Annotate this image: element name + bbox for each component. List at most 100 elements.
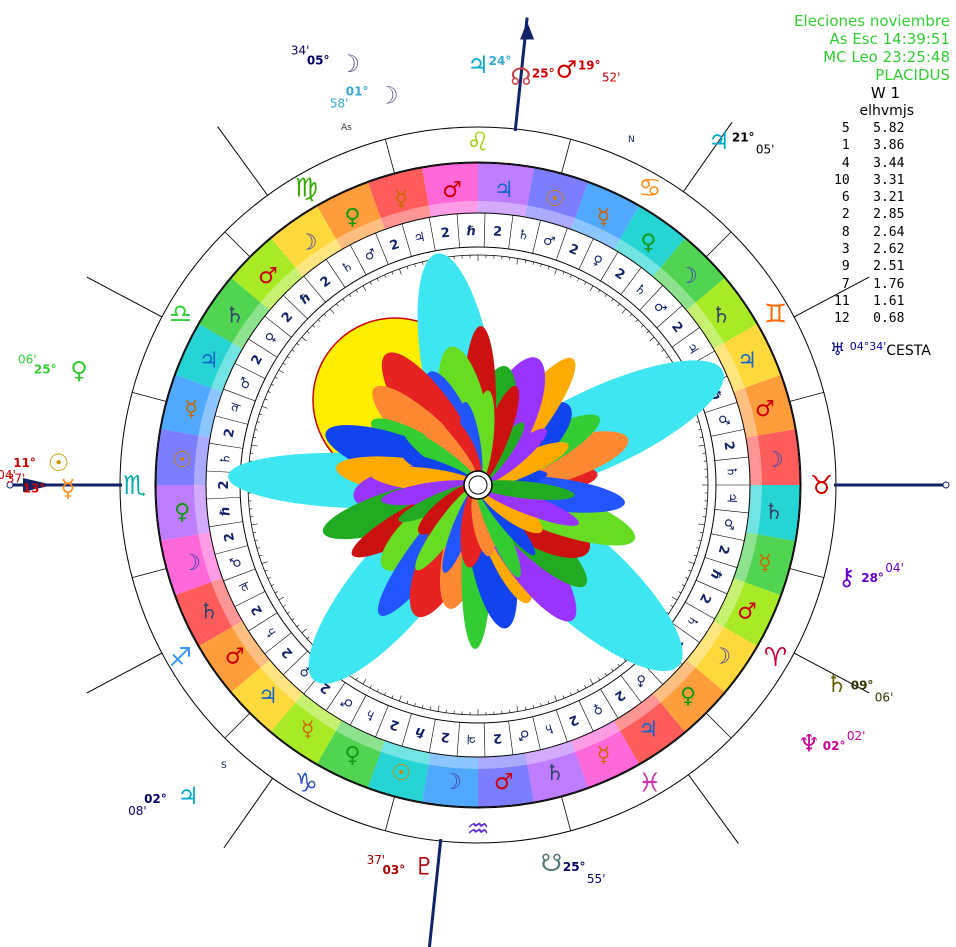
dignity-divider — [325, 259, 346, 288]
planet-marker: ♃ 24° — [467, 51, 511, 79]
dignity-glyph: ℏ — [414, 723, 426, 740]
degree-tick — [437, 705, 440, 712]
planet-minutes: 04' — [885, 561, 904, 575]
dignity-divider — [375, 705, 389, 738]
dignity-glyph: ♂ — [237, 375, 255, 392]
degree-tick — [589, 285, 594, 292]
degree-tick — [369, 281, 372, 285]
dignity-glyph: ♄ — [362, 705, 379, 724]
degree-tick — [524, 706, 527, 711]
degree-tick — [278, 369, 285, 374]
sign-divider — [224, 231, 250, 257]
ruler-fade — [336, 720, 385, 752]
ruler-planet-icon: ♀ — [344, 743, 360, 768]
degree-tick — [254, 429, 258, 431]
ruler-planet-icon: ♄ — [545, 761, 565, 786]
degree-tick — [666, 356, 669, 359]
ruler-segment — [525, 740, 589, 803]
degree-tick — [516, 705, 519, 712]
planet-degree: 21° — [732, 131, 755, 145]
planet-degree: 02° — [823, 739, 846, 753]
ruler-segment — [571, 182, 639, 250]
degree-tick — [406, 700, 409, 704]
planet-degree: 25° — [563, 860, 586, 874]
dignity-glyph: 2 — [217, 480, 232, 489]
chart-title: Eleciones noviembre — [794, 12, 950, 30]
sign-divider — [789, 391, 824, 402]
sign-divider — [789, 568, 824, 579]
degree-tick — [621, 308, 627, 314]
dignity-divider — [532, 716, 541, 750]
planet-marker: ☽ 01°58' — [330, 81, 399, 110]
dignity-glyph: ♄ — [723, 466, 739, 478]
ruler-planet-icon: ♃ — [737, 348, 757, 373]
dignity-glyph: ♂ — [541, 233, 556, 251]
dignity-glyph: 2 — [222, 427, 239, 439]
house-ranking-list: 5 5.82 1 3.86 4 3.44 10 3.31 6 3.21 2 2.8… — [760, 120, 950, 328]
planet-marker: ☊ 25° — [510, 63, 554, 91]
planet-minutes: 34' — [291, 43, 310, 57]
ruler-segment — [478, 163, 534, 218]
planet-marker: ⚷ 28°04' — [838, 561, 904, 591]
ruler-segment — [713, 578, 781, 646]
degree-tick — [287, 611, 290, 614]
sign-inner-circle — [154, 161, 802, 809]
sign-divider — [384, 796, 395, 831]
planet-minutes: 37' — [367, 853, 386, 867]
dignity-divider — [508, 215, 514, 250]
ruler-segment — [160, 374, 223, 438]
house-cusp-11 — [688, 774, 739, 844]
degree-tick — [336, 303, 339, 307]
dignity-glyph: 2 — [440, 226, 451, 242]
center-hub-inner — [468, 475, 488, 495]
planet-marker: ♆ 02°02' — [798, 729, 865, 758]
dignity-divider — [325, 682, 346, 711]
dignity-divider — [456, 722, 460, 757]
degree-tick — [318, 319, 321, 322]
house-cusp-3 — [682, 121, 733, 193]
ruler-planet-icon: ♂ — [737, 600, 757, 625]
rainbow-ruler-ring: ☽♂♃♄☽♀☿☉♃♂☿♀☽♂♄♃☿☉♀☽♄♂♃☿♀☉ ☽ ♂ ♄☿♃♀☽♂☿♄ — [155, 162, 801, 808]
ranking-row: 11 1.61 — [834, 293, 905, 309]
ruler-planet-icon: ♀ — [344, 205, 360, 230]
degree-tick — [671, 596, 678, 601]
ruler-planet-icon: ☿ — [597, 743, 611, 768]
ruler-segment — [175, 324, 243, 392]
planet-degree: 19° — [578, 58, 601, 72]
dignity-divider — [375, 232, 389, 265]
planet-minutes: 04' — [0, 468, 16, 482]
degree-tick — [271, 383, 275, 386]
ruler-segment — [614, 693, 685, 764]
degree-tick — [252, 531, 257, 534]
dignity-divider — [209, 442, 243, 449]
dignity-glyph: ♄ — [516, 227, 530, 244]
ruler-planet-icon: ☉ — [545, 187, 565, 212]
dignity-glyph: ♄ — [218, 452, 234, 465]
degree-tick — [678, 591, 682, 594]
dignity-glyph: 2 — [440, 728, 451, 744]
degree-tick — [271, 584, 275, 587]
zodiac-sign-icon: ♑ — [295, 768, 318, 798]
ruler-segment — [156, 429, 211, 485]
dignity-divider — [714, 509, 749, 514]
dignity-divider — [456, 213, 460, 248]
ruler-planet-icon: ♄ — [225, 304, 245, 329]
ruler-fade — [295, 239, 342, 277]
ruler-fade — [336, 218, 385, 250]
planet-minutes: 52' — [602, 70, 621, 84]
ruler-fade — [232, 621, 270, 668]
sign-divider — [132, 391, 167, 402]
dignity-divider — [671, 327, 700, 348]
degree-tick — [342, 298, 345, 302]
dignity-glyph: ♂ — [362, 246, 379, 265]
ruler-segment — [652, 238, 725, 311]
ruler-planet-icon: ♃ — [258, 684, 278, 709]
degree-tick — [562, 695, 565, 699]
degree-tick — [604, 294, 607, 297]
degree-tick — [278, 596, 285, 601]
house-cusp-12 — [793, 652, 870, 694]
ruler-segment — [231, 238, 304, 311]
ruler-planet-icon: ☿ — [184, 397, 198, 422]
ruler-planet-icon: ☿ — [758, 551, 772, 576]
uranus-icon: ♅ — [830, 340, 846, 360]
